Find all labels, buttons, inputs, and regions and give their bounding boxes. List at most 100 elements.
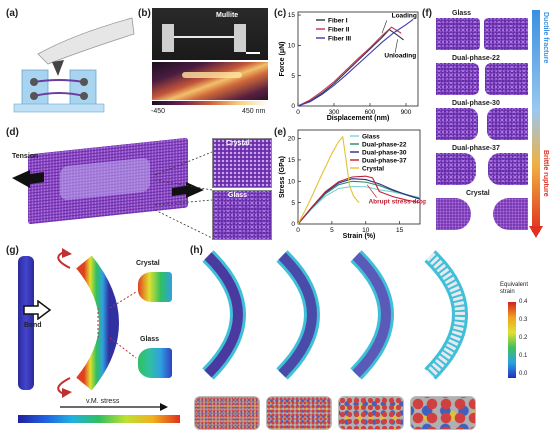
x-tick-label: 15 (396, 227, 404, 234)
y-tick-label: 0 (291, 221, 295, 228)
colorbar-tick: 0.0 (519, 371, 528, 377)
scale-bar (246, 52, 260, 54)
g-glass-label: Glass (140, 336, 160, 343)
straight-fiber (18, 256, 34, 390)
stress-strain-chart: 0 5 10 15 0 5 10 15 20 Strain (%) Stress (GPa) Glas… (279, 129, 426, 240)
substrate-right (69, 69, 97, 111)
series-line-3 (297, 18, 414, 107)
tension-label: Tension (12, 153, 39, 160)
y-axis-label: Stress (GPa) (279, 156, 286, 198)
glass-segment (138, 348, 172, 378)
legend-entry: Crystal (362, 165, 384, 172)
x-tick-label: 0 (296, 109, 300, 116)
series-line-2 (297, 26, 402, 107)
sem-label: Mullite (216, 12, 239, 19)
strain-arc (276, 250, 320, 380)
fracture-label: Dual-phase-30 (452, 100, 500, 107)
grain-cross-section (338, 396, 404, 430)
g-crystal-label: Crystal (136, 260, 160, 267)
panel-label-h: (h) (190, 245, 203, 256)
panel-label-f: (f) (422, 8, 432, 19)
panel-label-a: (a) (6, 8, 19, 19)
abrupt-drop-annotation: Abrupt stress drop (368, 198, 426, 205)
x-axis-label: Strain (%) (343, 233, 376, 240)
y-tick-label: 0 (291, 103, 295, 110)
x-tick-label: 900 (401, 109, 412, 116)
force-displacement-chart: 0 300 600 900 0 5 10 15 Displacement (nm) Force (… (279, 11, 419, 122)
abrupt-drop-arrow (366, 184, 377, 198)
x-tick-label: 5 (330, 227, 334, 234)
fracture-snapshot (436, 63, 528, 95)
fiber-2 (33, 92, 85, 97)
y-tick-label: 10 (288, 43, 296, 50)
legend-entry: Dual-phase-30 (362, 149, 407, 156)
fiber-1 (33, 79, 85, 83)
ductile-fracture-label: Ductile fracture (542, 12, 549, 64)
strain-arc (424, 250, 468, 380)
fracture-label: Crystal (466, 190, 490, 197)
y-tick-label: 15 (288, 157, 296, 164)
colorbar-tick: 0.2 (519, 335, 528, 341)
colorbar-tick: 0.4 (519, 299, 528, 305)
grain-cross-section (410, 396, 476, 430)
grain-cross-section (266, 396, 332, 430)
crystal-inset-label: Crystal (226, 140, 250, 147)
panel-label-e: (e) (274, 127, 287, 138)
series-line-4 (297, 175, 421, 225)
fracture-label: Dual-phase-22 (452, 55, 500, 62)
y-axis-label: Force (μN) (279, 41, 286, 76)
series-line-5 (297, 135, 360, 225)
brittle-rupture-label: Brittle rupture (542, 150, 549, 197)
bent-fiber (57, 248, 137, 398)
y-tick-label: 5 (291, 73, 295, 80)
bent-fiber-strain-maps (202, 250, 468, 380)
x-tick-label: 300 (329, 109, 340, 116)
afm-left-tick: -450 (151, 108, 166, 115)
loading-annotation: Loading (392, 12, 417, 19)
legend-entry: Fiber III (328, 35, 351, 42)
legend-entry: Fiber I (328, 17, 348, 24)
vm-stress-colorbar (18, 415, 180, 423)
afm-colorbar (152, 101, 268, 105)
legend-entry: Glass (362, 133, 380, 140)
ductile-brittle-arrow (532, 10, 540, 232)
afm-tip (52, 60, 64, 76)
panel-label-b: (b) (138, 8, 151, 19)
glass-inset (212, 190, 272, 240)
unloading-arrow (394, 39, 398, 53)
x-tick-label: 600 (365, 109, 376, 116)
grain-cross-section (194, 396, 260, 430)
zoom-lines (154, 151, 213, 239)
series-line-1 (297, 185, 421, 225)
vm-stress-label: v.M. stress (86, 398, 120, 405)
glass-inset-label: Glass (228, 192, 248, 199)
legend-entry: Fiber II (328, 26, 350, 33)
y-tick-label: 20 (288, 136, 296, 143)
colorbar-tick: 0.3 (519, 317, 528, 323)
tension-arrows (12, 170, 204, 198)
panel-label-g: (g) (6, 245, 19, 256)
crystal-inset (212, 138, 272, 188)
afm-tip-schematic (13, 17, 135, 113)
strain-colorbar (508, 302, 516, 378)
crystal-segment (138, 272, 172, 302)
strain-arc (202, 250, 246, 380)
fracture-snapshot (436, 198, 528, 230)
sem-image: Mullite (152, 8, 268, 60)
afm-right-tick: 450 nm (242, 108, 266, 115)
fracture-snapshot (436, 18, 528, 50)
series-line-1 (297, 28, 404, 107)
panel-label-c: (c) (274, 8, 287, 19)
legend-entry: Dual-phase-22 (362, 141, 407, 148)
fracture-snapshot (436, 153, 528, 185)
x-axis-label: Displacement (nm) (327, 115, 390, 122)
y-tick-label: 5 (291, 200, 295, 207)
fracture-label: Dual-phase-37 (452, 145, 500, 152)
y-tick-label: 10 (288, 178, 296, 185)
bend-label: Bend (24, 322, 42, 329)
x-tick-label: 0 (296, 227, 300, 234)
strain-arc (350, 250, 394, 380)
bend-arrow-icon (23, 300, 52, 320)
y-tick-label: 15 (288, 12, 296, 19)
afm-height-map (152, 62, 268, 100)
